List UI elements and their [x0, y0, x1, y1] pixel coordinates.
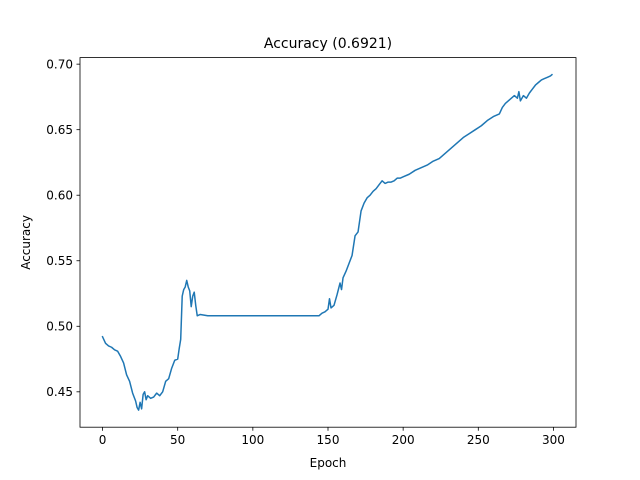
- chart-title: Accuracy (0.6921): [264, 36, 392, 52]
- series-layer: [101, 73, 554, 411]
- x-axis-ticks: 0 50 100 150 200 250 300: [99, 427, 565, 447]
- y-tick-label: 0.55: [46, 254, 73, 268]
- accuracy-line: [101, 73, 554, 411]
- x-axis-label: Epoch: [310, 456, 347, 470]
- x-tick-label: 200: [392, 433, 415, 447]
- y-tick-label: 0.45: [46, 385, 73, 399]
- y-tick-label: 0.50: [46, 320, 73, 334]
- x-tick-label: 150: [317, 433, 340, 447]
- x-tick-label: 0: [99, 433, 107, 447]
- y-tick-label: 0.70: [46, 57, 73, 71]
- y-axis-label: Accuracy: [19, 215, 33, 270]
- plot-area: [80, 57, 576, 428]
- x-tick-label: 50: [170, 433, 185, 447]
- axes-frame: [79, 57, 577, 428]
- x-tick-label: 100: [241, 433, 264, 447]
- y-axis-ticks: 0.45 0.50 0.55 0.60 0.65 0.70: [46, 57, 80, 399]
- x-tick-label: 250: [467, 433, 490, 447]
- x-tick-label: 300: [542, 433, 565, 447]
- y-tick-label: 0.60: [46, 189, 73, 203]
- y-tick-label: 0.65: [46, 123, 73, 137]
